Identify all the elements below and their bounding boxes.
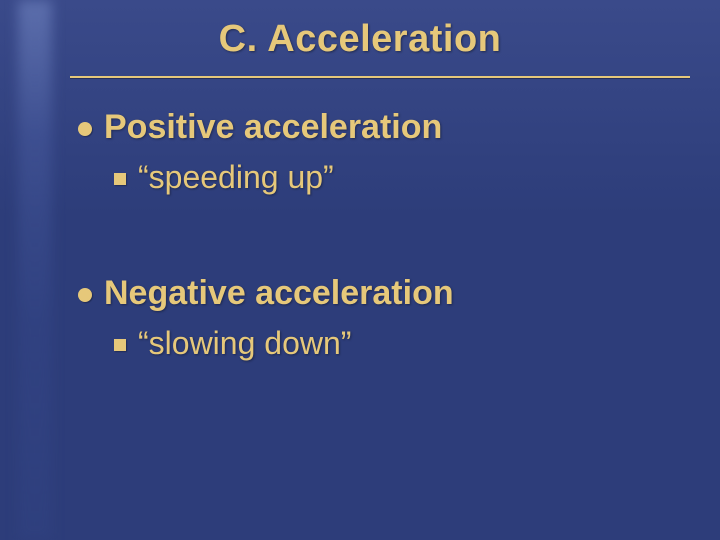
bullet-level2-text: “slowing down” xyxy=(138,325,351,362)
bullet-level1-text: Negative acceleration xyxy=(104,274,454,313)
square-bullet-icon xyxy=(114,339,126,351)
bullet-level1-text: Positive acceleration xyxy=(104,108,442,147)
bullet-level1: Positive acceleration xyxy=(78,108,690,147)
disc-bullet-icon xyxy=(78,288,92,302)
slide-body: Positive acceleration “speeding up” Nega… xyxy=(78,100,690,362)
bullet-level2: “slowing down” xyxy=(114,325,690,362)
square-bullet-icon xyxy=(114,173,126,185)
bullet-level2-text: “speeding up” xyxy=(138,159,334,196)
section-gap xyxy=(78,196,690,266)
left-decorative-stripe xyxy=(18,0,52,540)
slide: C. Acceleration Positive acceleration “s… xyxy=(0,0,720,540)
bullet-level1: Negative acceleration xyxy=(78,274,690,313)
disc-bullet-icon xyxy=(78,122,92,136)
slide-title: C. Acceleration xyxy=(0,18,720,61)
bullet-level2: “speeding up” xyxy=(114,159,690,196)
title-underline xyxy=(70,76,690,78)
